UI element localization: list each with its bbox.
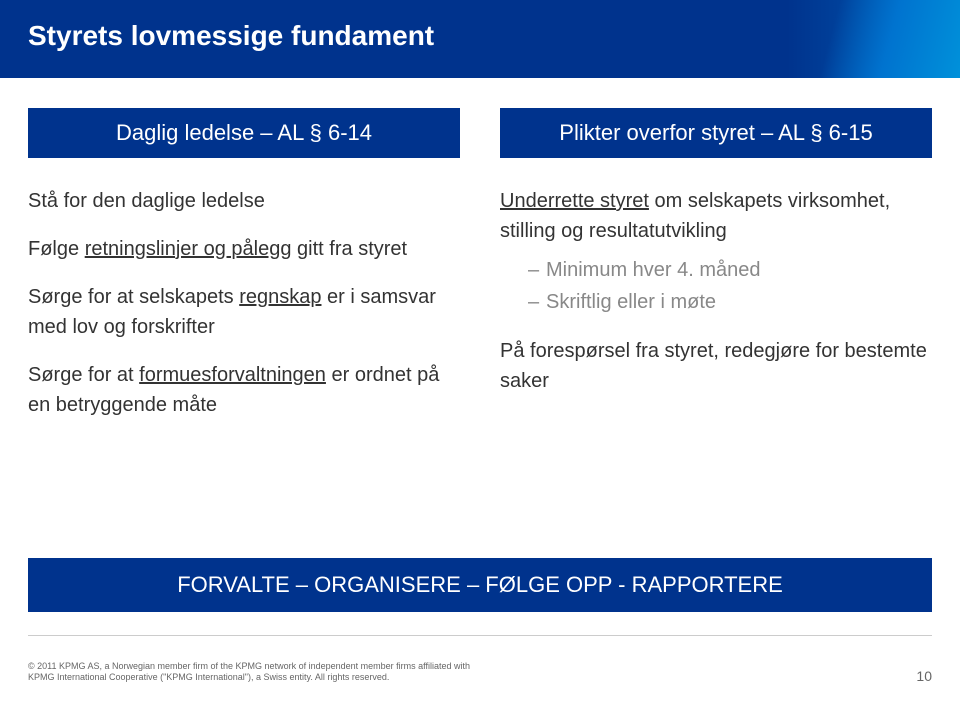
right-sub1: Minimum hver 4. måned [528,254,932,286]
footer: © 2011 KPMG AS, a Norwegian member firm … [28,661,932,684]
right-p1: Underrette styret om selskapets virksomh… [500,186,932,246]
right-p2: På forespørsel fra styret, redegjøre for… [500,336,932,396]
left-p1: Stå for den daglige ledelse [28,186,460,216]
right-p1-underlined: Underrette styret [500,190,649,212]
left-p2: Følge retningslinjer og pålegg gitt fra … [28,234,460,264]
left-p3a: Sørge for at selskapets [28,286,239,308]
title-bar: Styrets lovmessige fundament [0,0,960,78]
right-sub2: Skriftlig eller i møte [528,286,932,318]
right-column: Plikter overfor styret – AL § 6-15 Under… [500,108,932,438]
slide-title: Styrets lovmessige fundament [28,20,434,52]
left-p4: Sørge for at formuesforvaltningen er ord… [28,360,460,420]
footer-line1: © 2011 KPMG AS, a Norwegian member firm … [28,661,470,671]
left-p2b: gitt fra styret [292,238,408,260]
bottom-bar: FORVALTE – ORGANISERE – FØLGE OPP - RAPP… [28,558,932,612]
slide: Styrets lovmessige fundament Daglig lede… [0,0,960,702]
content-area: Daglig ledelse – AL § 6-14 Stå for den d… [0,108,960,438]
right-body: Underrette styret om selskapets virksomh… [500,186,932,396]
page-number: 10 [916,668,932,684]
left-p4-underlined: formuesforvaltningen [139,364,326,386]
right-sublist: Minimum hver 4. måned Skriftlig eller i … [500,254,932,318]
footer-separator [28,635,932,636]
left-body: Stå for den daglige ledelse Følge retnin… [28,186,460,420]
left-p2-underlined: retningslinjer og pålegg [85,238,292,260]
left-header: Daglig ledelse – AL § 6-14 [28,108,460,158]
left-p4a: Sørge for at [28,364,139,386]
footer-text: © 2011 KPMG AS, a Norwegian member firm … [28,661,470,684]
left-p3-underlined: regnskap [239,286,321,308]
left-p2a: Følge [28,238,85,260]
footer-line2: KPMG International Cooperative ("KPMG In… [28,672,389,682]
left-p3: Sørge for at selskapets regnskap er i sa… [28,282,460,342]
right-header: Plikter overfor styret – AL § 6-15 [500,108,932,158]
left-column: Daglig ledelse – AL § 6-14 Stå for den d… [28,108,460,438]
